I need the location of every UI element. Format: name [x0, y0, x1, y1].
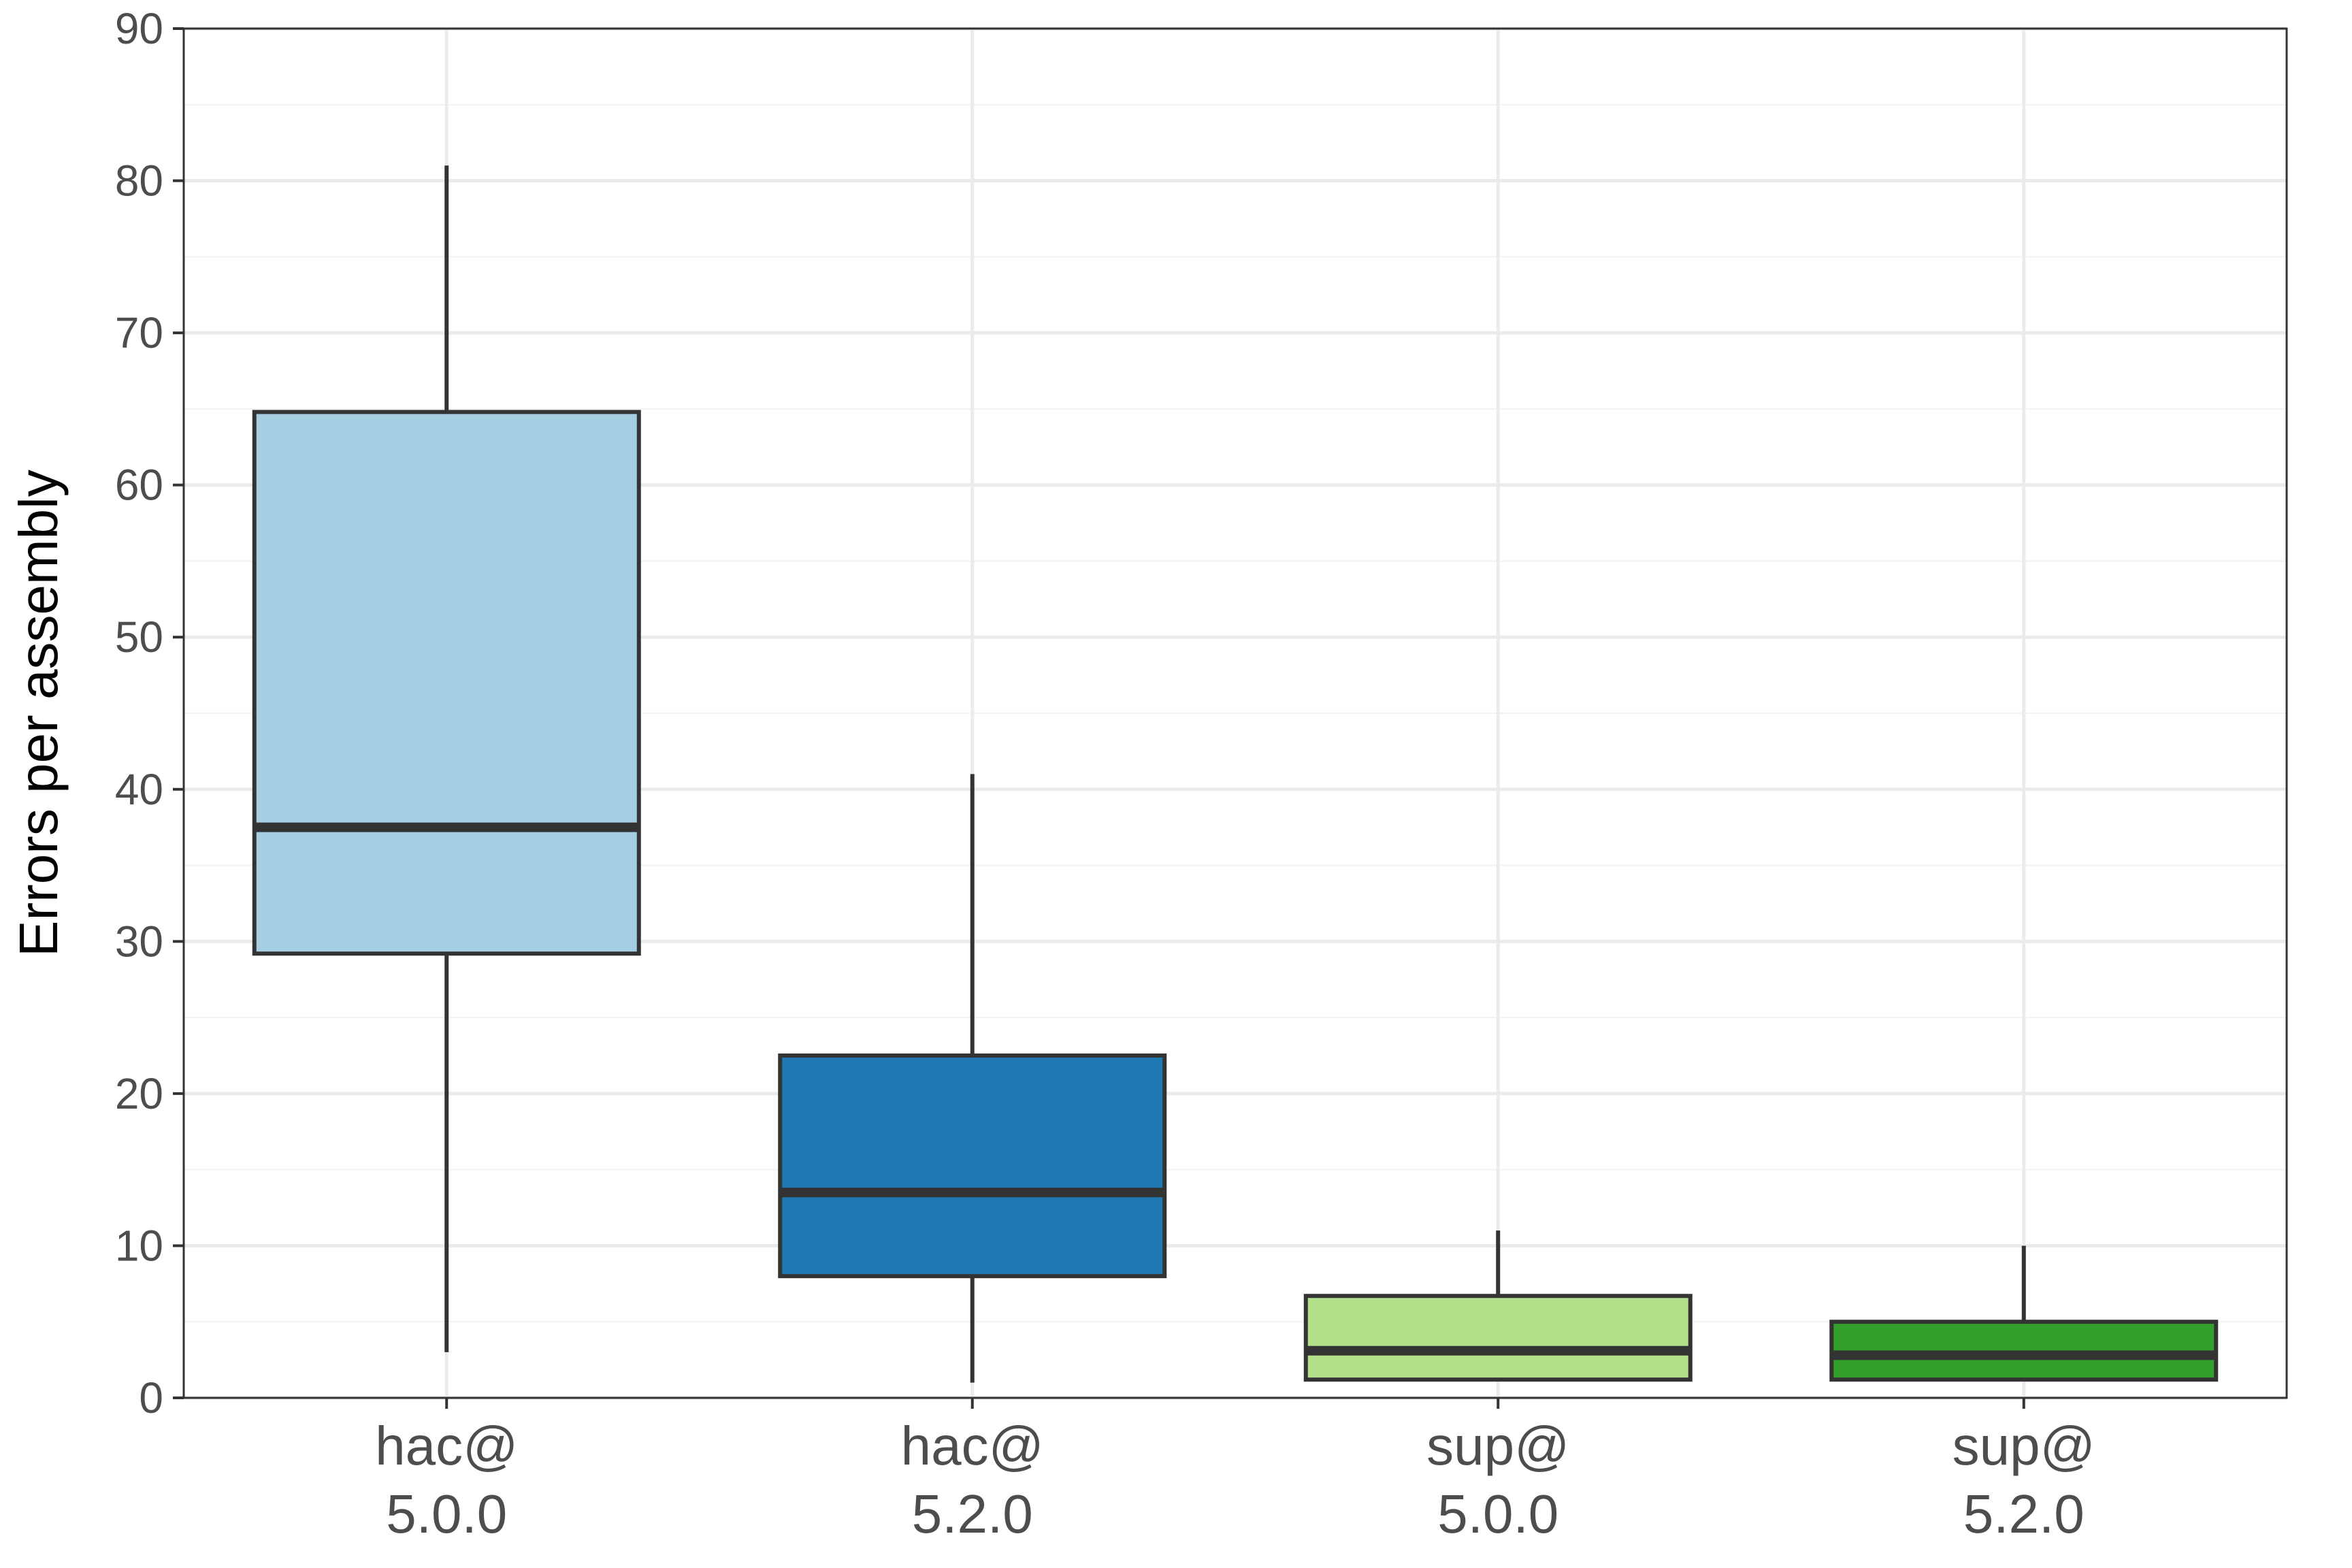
x-axis: hac@ 5.0.0 hac@ 5.2.0 sup@ 5.0.0 sup@ 5.2.0: [375, 1398, 2095, 1544]
y-tick-label: 70: [115, 308, 163, 357]
y-tick-label: 50: [115, 612, 163, 662]
y-tick-label: 20: [115, 1069, 163, 1118]
x-tick-label: sup@: [1426, 1416, 1569, 1476]
y-tick-label: 40: [115, 765, 163, 814]
y-tick-label: 10: [115, 1221, 163, 1270]
box-1: [252, 165, 641, 1352]
boxes-layer: [252, 165, 2219, 1383]
y-tick-label: 60: [115, 461, 163, 510]
box-iqr: [252, 410, 641, 956]
x-tick-label: 5.0.0: [1437, 1484, 1558, 1544]
x-tick-label: 5.2.0: [1963, 1484, 2085, 1544]
box-2: [778, 774, 1167, 1383]
box-iqr: [778, 1054, 1167, 1279]
y-tick-label: 30: [115, 917, 163, 966]
x-tick-label: hac@: [375, 1416, 518, 1476]
x-tick-label: 5.2.0: [912, 1484, 1033, 1544]
y-tick-label: 90: [115, 4, 163, 53]
x-tick-label: 5.0.0: [386, 1484, 507, 1544]
box-3: [1303, 1230, 1693, 1382]
y-axis: 0 10 20 30 40 50 60 70 80 90: [115, 4, 184, 1422]
y-tick-label: 0: [139, 1373, 163, 1422]
y-tick-label: 80: [115, 157, 163, 206]
x-tick-label: sup@: [1953, 1416, 2095, 1476]
box-iqr: [1303, 1294, 1693, 1382]
plot-border: [182, 27, 2288, 1399]
box-4: [1829, 1245, 2219, 1382]
x-tick-label: hac@: [901, 1416, 1044, 1476]
y-axis-title: Errors per assembly: [8, 470, 69, 957]
